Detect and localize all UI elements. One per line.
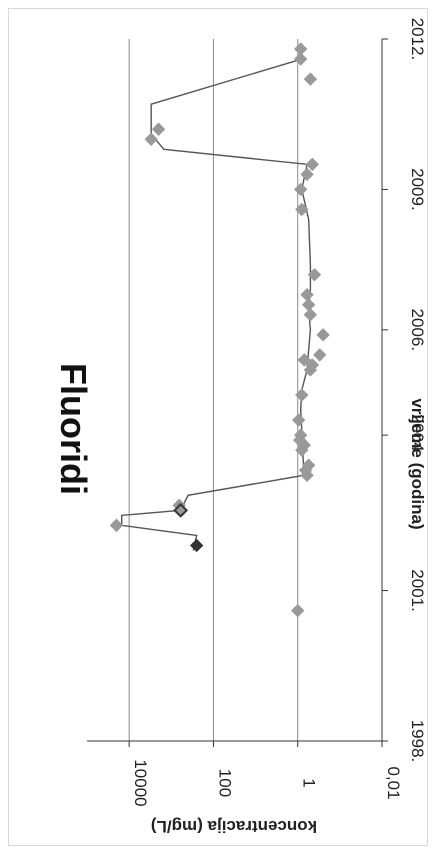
data-point: [295, 388, 309, 402]
data-point: [189, 538, 204, 553]
data-point: [293, 428, 308, 442]
axes: [87, 38, 388, 747]
data-point: [307, 267, 322, 282]
x-tick-label: 2006.: [408, 309, 427, 352]
data-point: [297, 353, 311, 367]
data-point: [316, 328, 330, 342]
data-point: [293, 42, 308, 56]
x-tick-label: 2009.: [408, 168, 427, 211]
y-tick-label: 10000: [131, 759, 150, 806]
data-point: [293, 52, 308, 66]
data-point: [144, 132, 158, 146]
x-tick-label: 2001.: [408, 569, 427, 612]
data-point: [291, 603, 305, 618]
chart-frame: 1998. 2001. 2004. 2006. 2009. 2012. 0,01 1 100 10…: [8, 8, 428, 846]
data-point: [293, 182, 308, 197]
y-axis-title: koncentracija (mg/L): [151, 817, 317, 836]
data-point: [291, 413, 306, 427]
data-point: [305, 157, 320, 172]
x-tick-label: 1998.: [408, 720, 427, 763]
data-point: [313, 348, 327, 362]
fluoride-chart: 1998. 2001. 2004. 2006. 2009. 2012. 0,01 1 100 10…: [53, 18, 427, 836]
data-point: [173, 502, 189, 518]
data-point: [300, 167, 314, 182]
data-point: [295, 202, 309, 217]
trend-line: [121, 58, 312, 551]
data-point: [109, 518, 124, 533]
chart-title: Fluoridi: [53, 363, 94, 495]
x-axis-title: vrijeme (godina): [408, 398, 427, 529]
data-point: [300, 288, 314, 302]
y-tick-label: 1: [300, 778, 319, 787]
data-point: [151, 122, 166, 136]
trend-line-group: [121, 58, 312, 551]
data-point: [303, 72, 318, 86]
y-tick-label: 100: [215, 769, 234, 797]
gridlines: [128, 39, 299, 741]
y-tick-label: 0,01: [384, 766, 403, 799]
data-points: [109, 42, 330, 618]
x-tick-label: 2004.: [408, 414, 427, 457]
data-point: [301, 458, 316, 472]
data-point: [301, 298, 316, 312]
data-point: [303, 308, 318, 322]
data-point: [305, 358, 320, 372]
x-tick-label: 2012.: [408, 18, 427, 61]
tick-labels: 1998. 2001. 2004. 2006. 2009. 2012. 0,01 1 100 10…: [131, 18, 427, 807]
